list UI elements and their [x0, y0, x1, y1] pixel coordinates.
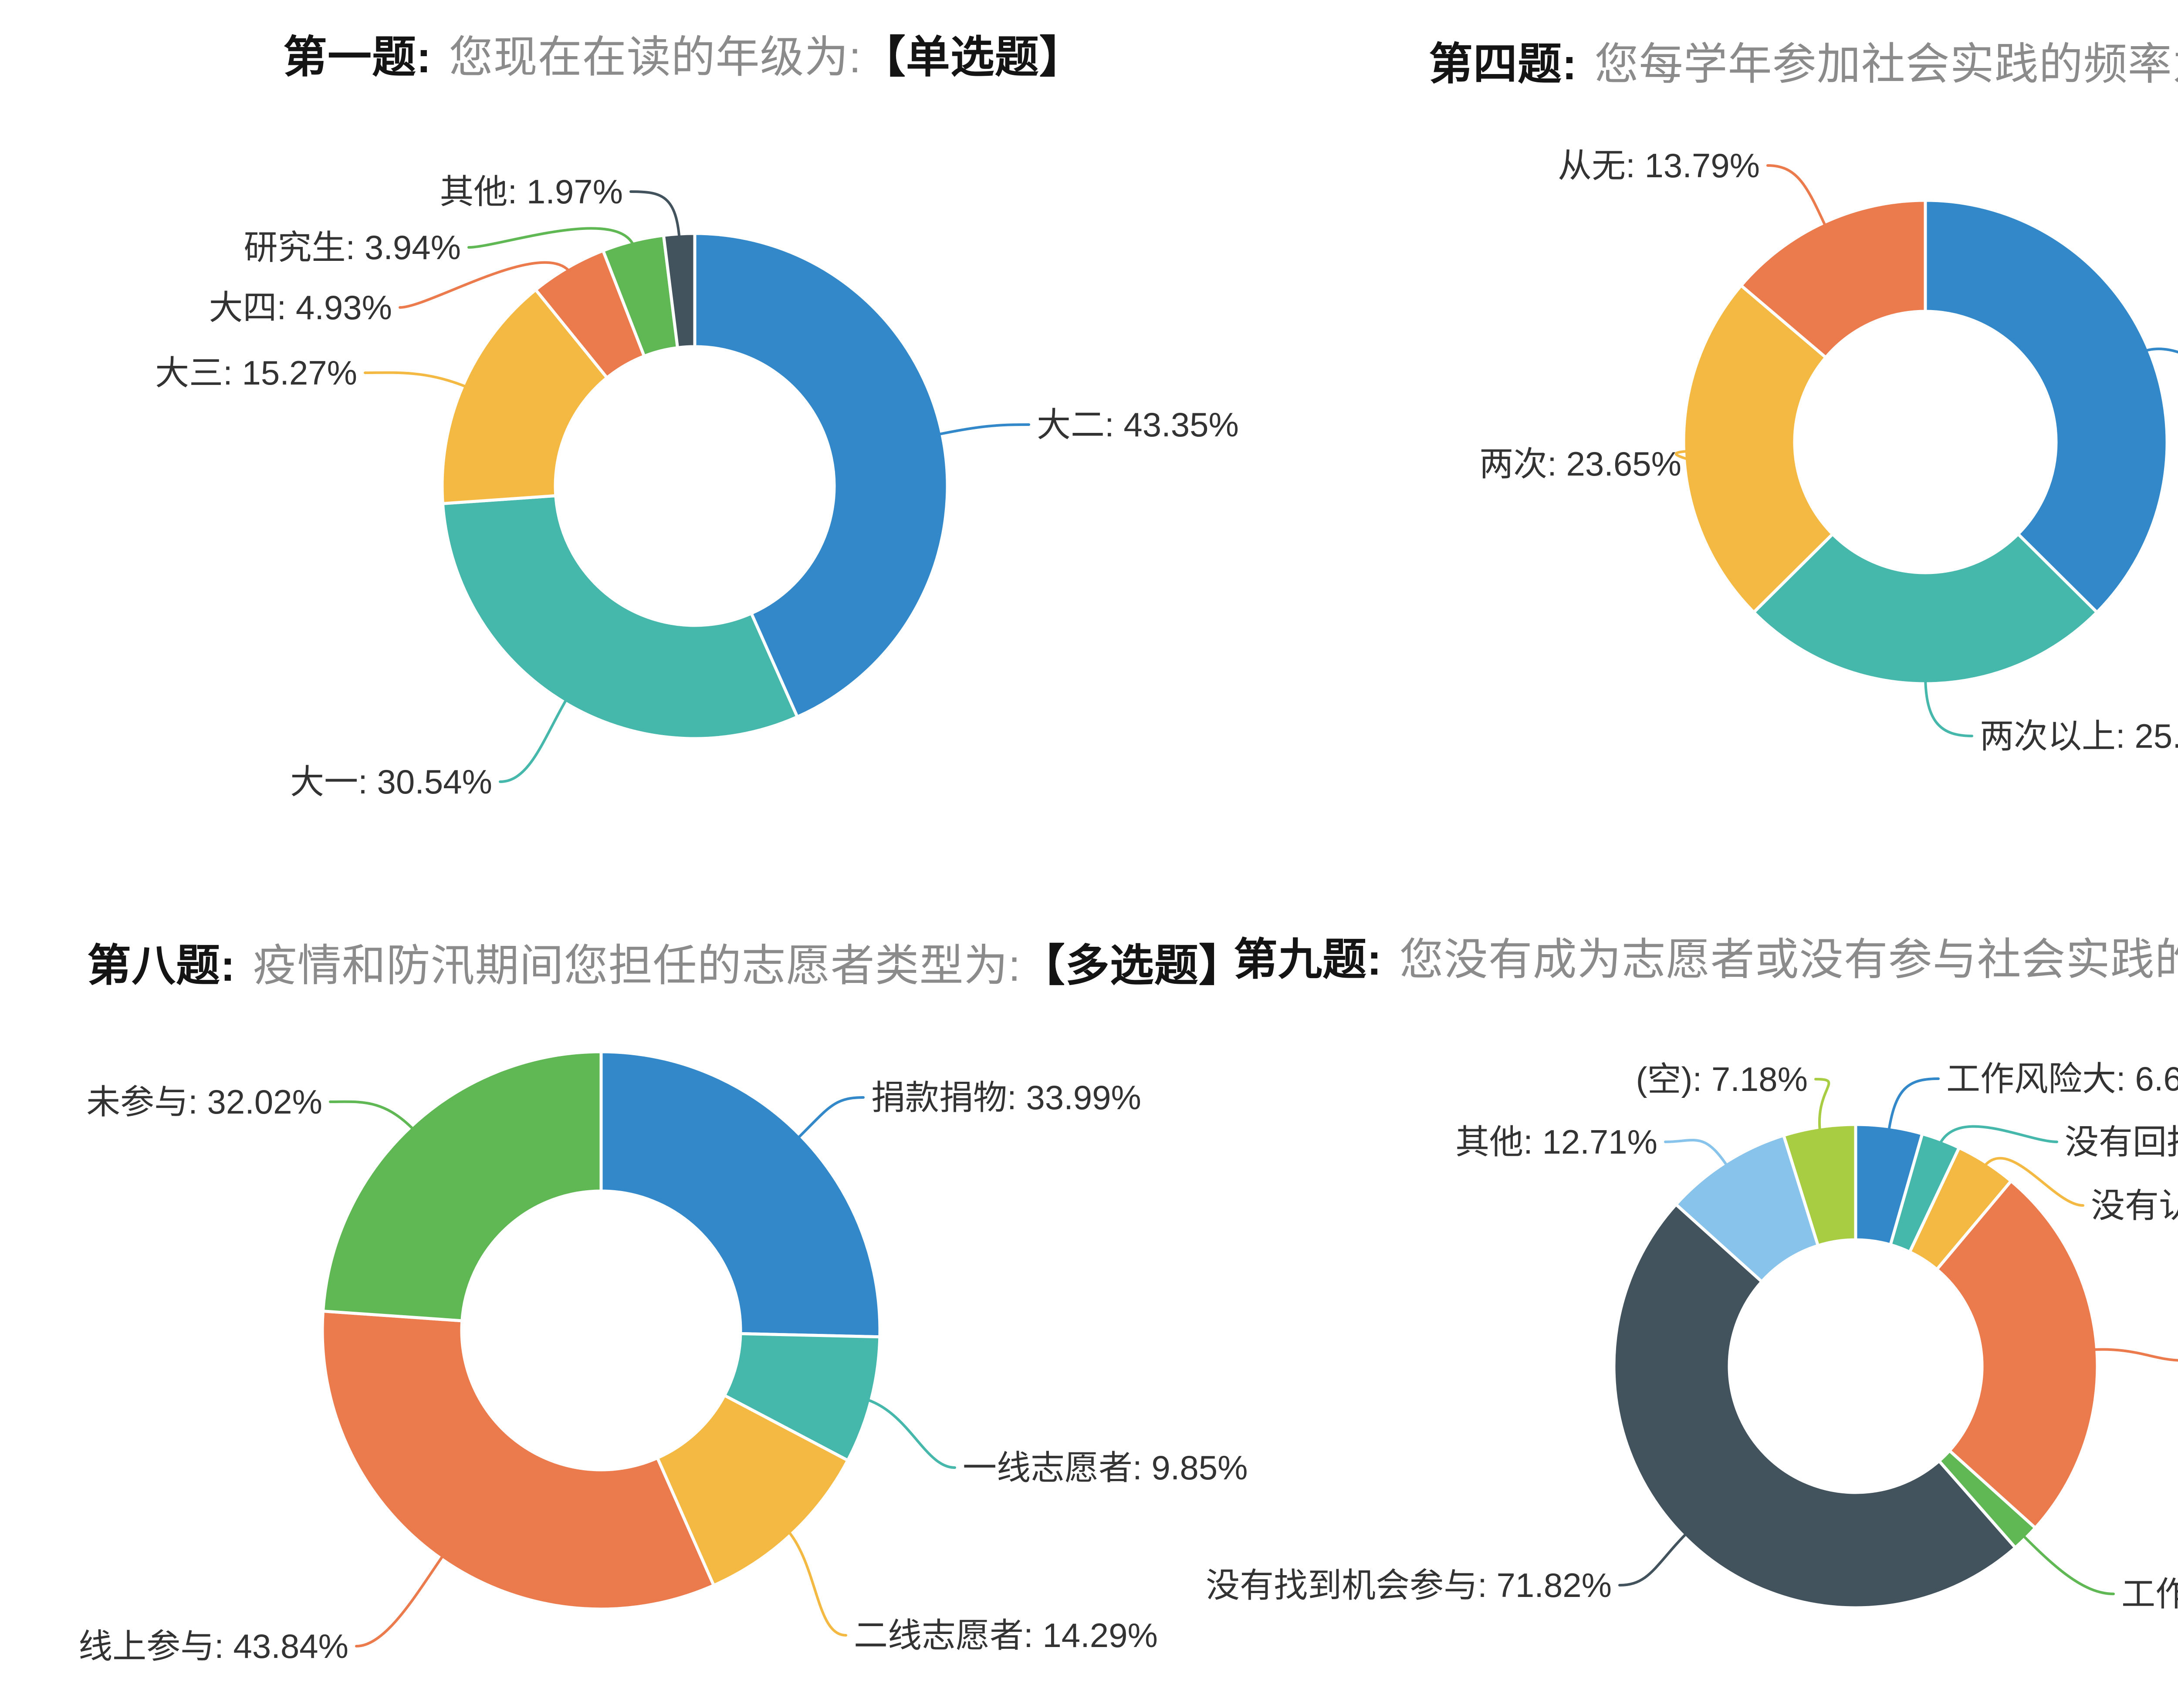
label-line — [467, 227, 636, 251]
slice-label: 其他: 1.97% — [440, 172, 623, 211]
pie-slice — [1935, 1179, 2099, 1529]
slice-label: 其他: 12.71% — [1455, 1123, 1657, 1161]
slice-label: (空): 7.18% — [1636, 1060, 1808, 1098]
label-line — [355, 1550, 447, 1647]
slice-label: 大三: 15.27% — [155, 354, 357, 392]
question-text: 您现在在读的年级为: — [449, 33, 862, 82]
label-line — [784, 1526, 847, 1637]
slice-label: 大二: 43.35% — [1037, 405, 1239, 444]
slice-label: 没有回报: 3.87% — [2065, 1123, 2178, 1161]
label-line — [2018, 1530, 2115, 1595]
label-line — [1674, 449, 1698, 465]
pie-slice — [1782, 1123, 1857, 1247]
question-text: 您每学年参加社会实践的频率为: — [1594, 40, 2178, 89]
pie-slice — [1612, 1203, 2017, 1610]
slice-label: 工作风险大: 6.63% — [1946, 1060, 2178, 1098]
chart-title-question-1: 第一题: 您现在在读的年级为:【单选题】 — [283, 33, 1084, 82]
label-line — [1766, 164, 1829, 232]
slice-label: 一线志愿者: 9.85% — [963, 1448, 1248, 1487]
slice-label: 两次: 23.65% — [1479, 445, 1681, 483]
label-line — [329, 1100, 419, 1134]
donut-chart-2: 一次: 37.44%两次以上: 25.12%两次: 23.65%从无: 13.7… — [1479, 146, 2178, 755]
label-line — [1814, 1078, 1830, 1138]
slice-label: 二线志愿者: 14.29% — [854, 1616, 1158, 1654]
label-line — [2139, 348, 2178, 354]
pie-slice — [599, 1050, 882, 1339]
label-line — [1936, 1125, 2058, 1150]
label-line — [399, 261, 574, 309]
label-line — [629, 190, 681, 244]
slice-label: 没有认同感: 6.08% — [2091, 1186, 2178, 1225]
slice-label: 捐款捐物: 33.99% — [871, 1078, 1141, 1117]
pie-slice — [1682, 284, 1834, 614]
label-line — [793, 1096, 865, 1143]
label-line — [1618, 1529, 1691, 1586]
label-line — [364, 371, 473, 390]
label-line — [1924, 674, 1973, 737]
slice-label: 从无: 13.79% — [1558, 146, 1760, 185]
pie-slice — [693, 232, 949, 719]
slice-label: 没有找到机会参与: 71.82% — [1206, 1566, 1612, 1604]
slice-label: 大四: 4.93% — [209, 288, 392, 327]
label-line — [932, 423, 1030, 437]
pie-slice — [321, 1050, 603, 1323]
chart-title-question-4: 第四题:您每学年参加社会实践的频率为:【单选题】 — [1429, 40, 2178, 89]
pie-slice — [1752, 532, 2099, 685]
pie-slice — [656, 1394, 849, 1587]
question-type-badge: 【单选题】 — [861, 33, 1084, 82]
slice-label: 大一: 30.54% — [290, 763, 492, 801]
pie-slice — [1674, 1134, 1820, 1283]
slice-label: 线上参与: 43.84% — [78, 1627, 348, 1665]
slice-label: 研究生: 3.94% — [244, 228, 461, 267]
question-number: 第九题: — [1234, 935, 1382, 984]
question-type-badge: 【多选题】 — [1021, 942, 1243, 990]
chart-title-question-9: 第九题:您没有成为志愿者或没有参与社会实践的原因是:【多选题】 — [1234, 935, 2178, 985]
pie-slice — [440, 288, 609, 505]
chart-title-question-8: 第八题: 疫情和防汛期间您担任的志愿者类型为:【多选题】 — [87, 942, 1243, 991]
question-number: 第四题: — [1429, 40, 1577, 89]
donut-chart-3: 捐款捐物: 33.99% 一线志愿者: 9.85% 二线志愿者: 14.29% 线上参… — [78, 1050, 1248, 1665]
label-line — [1980, 1157, 2084, 1207]
donut-chart-4: 工作风险大: 6.63%没有回报: 3.87%没有认同感: 6.08%与工作或学… — [1206, 1060, 2178, 1613]
pie-slice — [1924, 199, 2169, 614]
question-text: 您没有成为志愿者或没有参与社会实践的原因是: — [1399, 935, 2178, 984]
label-line — [2087, 1348, 2178, 1362]
question-number: 第一题: — [283, 33, 432, 82]
label-line — [861, 1397, 956, 1469]
pie-slice — [1739, 199, 1927, 359]
question-number: 第八题: — [87, 942, 236, 990]
question-text: 疫情和防汛期间您担任的志愿者类型为: — [253, 942, 1021, 990]
slice-label: 未参与: 32.02% — [86, 1083, 322, 1121]
label-line — [1887, 1077, 1940, 1137]
pie-slice — [321, 1310, 715, 1611]
pie-slice — [662, 232, 697, 349]
label-line — [1664, 1139, 1732, 1171]
slice-label: 两次以上: 25.12% — [1980, 717, 2178, 755]
slice-label: 工作强度大: 2.76% — [2121, 1575, 2178, 1613]
pie-slice — [723, 1332, 882, 1462]
donut-chart-1: 大二: 43.35% 大一: 30.54% 大三: 15.27% 大四: 4.93% 研… — [155, 172, 1239, 801]
label-line — [499, 693, 571, 783]
pie-slice — [441, 494, 799, 740]
